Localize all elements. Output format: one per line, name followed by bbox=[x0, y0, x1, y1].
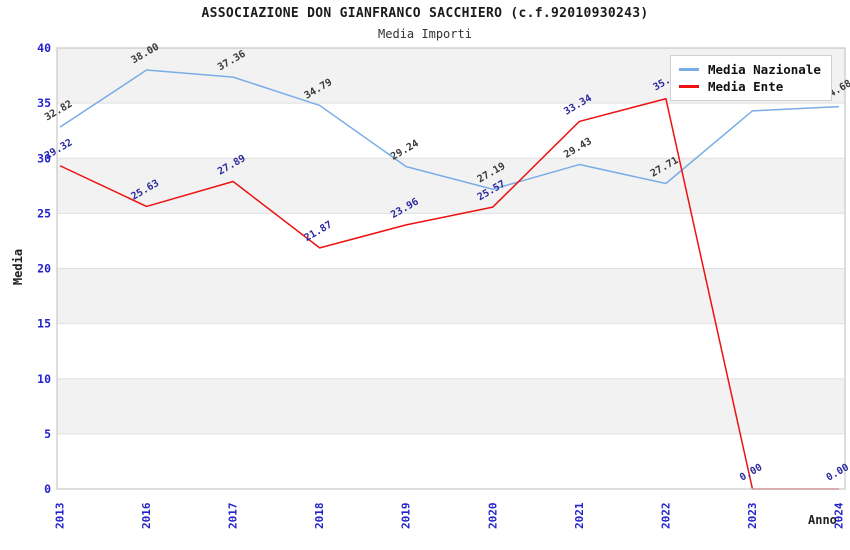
plot-band bbox=[57, 378, 845, 434]
y-tick-label: 10 bbox=[37, 372, 51, 386]
legend-line-swatch bbox=[679, 68, 699, 71]
y-tick-label: 15 bbox=[37, 317, 51, 331]
y-tick-label: 25 bbox=[37, 206, 51, 220]
plot-border bbox=[56, 47, 846, 490]
legend-item-label: Media Ente bbox=[708, 79, 784, 94]
chart-title: ASSOCIAZIONE DON GIANFRANCO SACCHIERO (c… bbox=[201, 6, 649, 21]
series-line-media-ente bbox=[59, 97, 839, 490]
legend-item-media-nazionale: Media Nazionale bbox=[679, 61, 821, 78]
legend-item-label: Media Nazionale bbox=[708, 62, 821, 77]
y-tick-label: 5 bbox=[44, 427, 51, 441]
y-tick-label: 20 bbox=[37, 262, 51, 276]
chart-subtitle: Media Importi bbox=[378, 27, 472, 41]
series-line-media-nazionale bbox=[59, 69, 840, 190]
y-tick-label: 35 bbox=[37, 96, 51, 110]
x-tick-label: 2019 bbox=[400, 503, 413, 530]
y-tick-label: 30 bbox=[37, 151, 51, 165]
x-tick-label: 2022 bbox=[659, 503, 672, 530]
x-tick-label: 2017 bbox=[227, 503, 240, 530]
y-tick-label: 0 bbox=[44, 482, 51, 496]
x-tick-label: 2021 bbox=[573, 502, 586, 529]
plot-band bbox=[57, 268, 845, 324]
x-tick-label: 2016 bbox=[140, 502, 153, 529]
plot-band bbox=[57, 158, 845, 214]
x-axis-title: Anno bbox=[808, 513, 837, 527]
x-tick-label: 2023 bbox=[746, 503, 759, 530]
legend: Media Nazionale Media Ente bbox=[670, 55, 832, 101]
x-tick-label: 2020 bbox=[486, 503, 499, 530]
x-tick-label: 2018 bbox=[313, 503, 326, 530]
x-tick-label: 2024 bbox=[833, 502, 846, 529]
y-tick-label: 40 bbox=[37, 41, 51, 55]
legend-line-swatch bbox=[679, 85, 699, 88]
x-tick-label: 2013 bbox=[54, 503, 67, 530]
legend-item-media-ente: Media Ente bbox=[679, 78, 821, 95]
